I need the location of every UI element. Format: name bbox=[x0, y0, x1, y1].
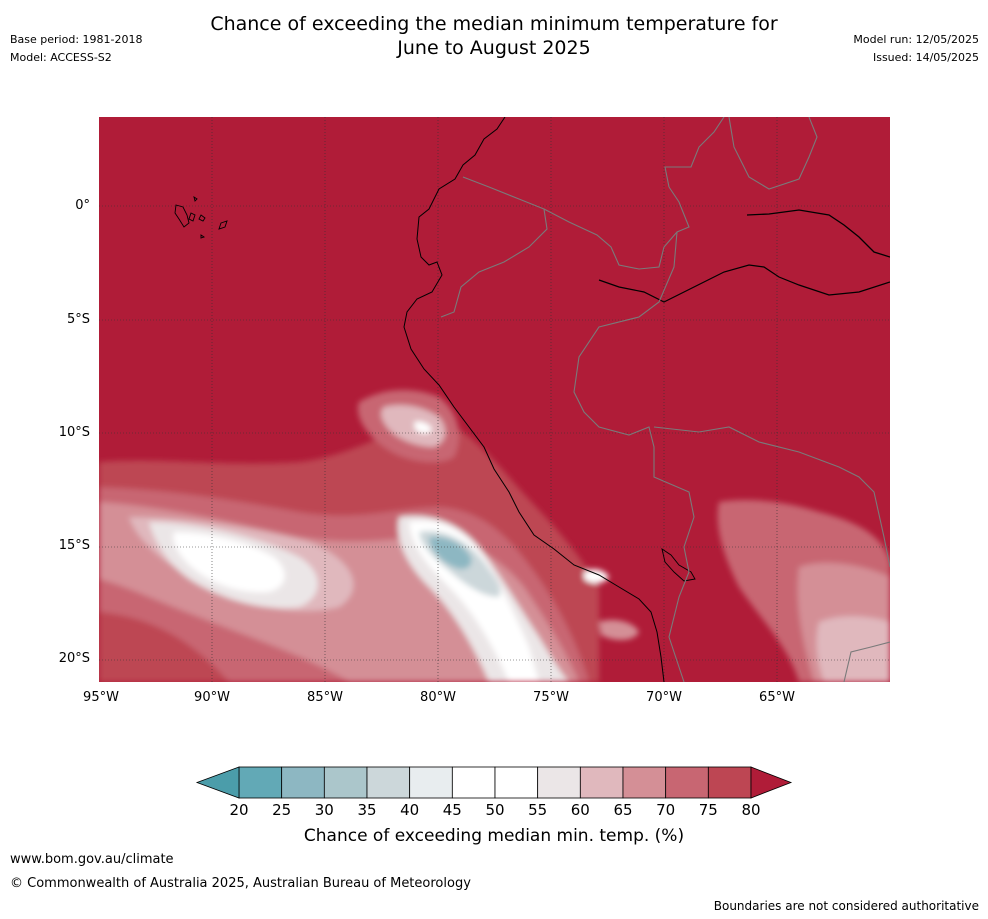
issued-text: Issued: 14/05/2025 bbox=[872, 51, 979, 64]
lat-label-0: 0° bbox=[75, 198, 90, 213]
colorbar-tick-70: 70 bbox=[656, 801, 676, 819]
colorbar-tick-50: 50 bbox=[485, 801, 505, 819]
colorbar-cell bbox=[622, 766, 667, 799]
colorbar-cell bbox=[451, 766, 496, 799]
galapagos-islands bbox=[174, 195, 228, 239]
amazon-river bbox=[598, 264, 891, 303]
colorbar-tick-80: 80 bbox=[741, 801, 761, 819]
colorbar-cell bbox=[665, 766, 709, 799]
coastline bbox=[403, 116, 665, 683]
national-borders bbox=[440, 116, 891, 683]
colorbar-tick-60: 60 bbox=[570, 801, 590, 819]
map-canvas bbox=[99, 116, 891, 683]
colorbar-cell bbox=[366, 766, 411, 799]
colorbar-high-extend bbox=[750, 766, 793, 799]
colorbar-cell bbox=[537, 766, 581, 799]
colorbar-cell bbox=[579, 766, 624, 799]
colorbar-cells bbox=[238, 766, 752, 799]
colorbar-tick-20: 20 bbox=[229, 801, 249, 819]
colorbar-tick-45: 45 bbox=[442, 801, 462, 819]
lat-label-15s: 15°S bbox=[58, 538, 90, 553]
colorbar-tick-65: 65 bbox=[613, 801, 633, 819]
disclaimer-text: Boundaries are not considered authoritat… bbox=[713, 899, 979, 913]
lon-label-80w: 80°W bbox=[420, 690, 456, 705]
lon-label-85w: 85°W bbox=[307, 690, 343, 705]
amazon-coastline bbox=[746, 209, 891, 258]
colorbar-low-extend bbox=[195, 766, 240, 799]
colorbar-cell bbox=[707, 766, 752, 799]
colorbar-cell bbox=[323, 766, 368, 799]
lon-label-75w: 75°W bbox=[533, 690, 569, 705]
lon-label-70w: 70°W bbox=[646, 690, 682, 705]
map-title: Chance of exceeding the median minimum t… bbox=[0, 12, 988, 60]
lat-label-20s: 20°S bbox=[58, 651, 90, 666]
title-line-2: June to August 2025 bbox=[397, 37, 591, 59]
colorbar-cell bbox=[409, 766, 453, 799]
colorbar-title: Chance of exceeding median min. temp. (%… bbox=[303, 826, 685, 846]
graticule bbox=[99, 117, 890, 682]
lon-label-95w: 95°W bbox=[83, 690, 119, 705]
lon-label-65w: 65°W bbox=[759, 690, 795, 705]
copyright-text: © Commonwealth of Australia 2025, Austra… bbox=[10, 876, 471, 891]
model-run-text: Model run: 12/05/2025 bbox=[853, 33, 979, 46]
colorbar-tick-40: 40 bbox=[400, 801, 420, 819]
lake-titicaca bbox=[661, 547, 696, 582]
colorbar-cell bbox=[494, 766, 539, 799]
colorbar-tick-35: 35 bbox=[357, 801, 377, 819]
base-period-text: Base period: 1981-2018 bbox=[10, 33, 143, 46]
colorbar-tick-75: 75 bbox=[698, 801, 718, 819]
colorbar-cell bbox=[281, 766, 325, 799]
website-link[interactable]: www.bom.gov.au/climate bbox=[10, 852, 174, 867]
colorbar-tick-30: 30 bbox=[314, 801, 334, 819]
lat-label-10s: 10°S bbox=[58, 425, 90, 440]
lon-label-90w: 90°W bbox=[194, 690, 230, 705]
forecast-map bbox=[99, 116, 891, 683]
title-line-1: Chance of exceeding the median minimum t… bbox=[210, 13, 778, 35]
colorbar-cell bbox=[238, 766, 283, 799]
lat-label-5s: 5°S bbox=[66, 312, 90, 327]
colorbar-tick-25: 25 bbox=[272, 801, 292, 819]
colorbar bbox=[195, 766, 793, 799]
model-text: Model: ACCESS-S2 bbox=[10, 51, 112, 64]
colorbar-tick-55: 55 bbox=[528, 801, 548, 819]
